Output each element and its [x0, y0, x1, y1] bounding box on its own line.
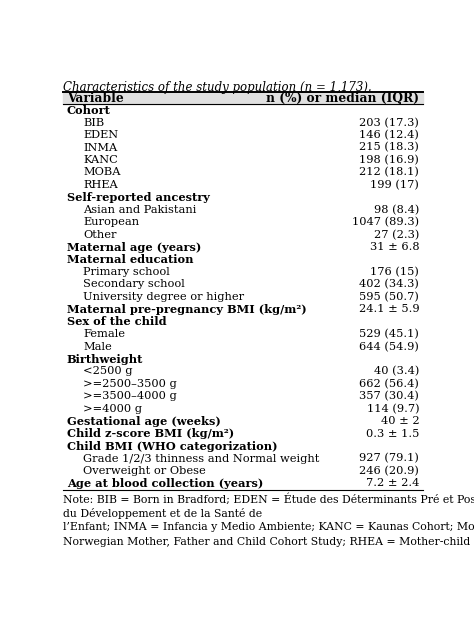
Text: Maternal education: Maternal education	[66, 254, 193, 265]
Text: l’Enfant; INMA = Infancia y Medio Ambiente; KANC = Kaunas Cohort; MoBa =: l’Enfant; INMA = Infancia y Medio Ambien…	[63, 523, 474, 533]
Text: MOBA: MOBA	[83, 168, 120, 177]
Text: 199 (17): 199 (17)	[370, 180, 419, 190]
Text: Norwegian Mother, Father and Child Cohort Study; RHEA = Mother-child: Norwegian Mother, Father and Child Cohor…	[63, 537, 470, 547]
Text: 31 ± 6.8: 31 ± 6.8	[370, 242, 419, 252]
Text: du Développement et de la Santé de: du Développement et de la Santé de	[63, 508, 262, 519]
Text: KANC: KANC	[83, 155, 118, 165]
Text: European: European	[83, 217, 139, 227]
Text: 1047 (89.3): 1047 (89.3)	[352, 217, 419, 227]
Text: Maternal pre-pregnancy BMI (kg/m²): Maternal pre-pregnancy BMI (kg/m²)	[66, 304, 306, 315]
Text: 114 (9.7): 114 (9.7)	[366, 404, 419, 414]
Text: INMA: INMA	[83, 143, 118, 153]
Text: Note: BIB = Born in Bradford; EDEN = Étude des Déterminants Pré et Postnatals: Note: BIB = Born in Bradford; EDEN = Étu…	[63, 493, 474, 505]
Text: Grade 1/2/3 thinness and Normal weight: Grade 1/2/3 thinness and Normal weight	[83, 454, 319, 464]
Text: 24.1 ± 5.9: 24.1 ± 5.9	[359, 304, 419, 314]
Text: Self-reported ancestry: Self-reported ancestry	[66, 192, 210, 203]
Text: >=4000 g: >=4000 g	[83, 404, 142, 414]
Text: 595 (50.7): 595 (50.7)	[359, 292, 419, 302]
Text: 98 (8.4): 98 (8.4)	[374, 205, 419, 215]
Text: Variable: Variable	[66, 91, 123, 105]
Text: n (%) or median (IQR): n (%) or median (IQR)	[266, 91, 419, 105]
Text: 662 (56.4): 662 (56.4)	[359, 379, 419, 389]
Text: Cohort: Cohort	[66, 105, 110, 116]
Text: >=2500–3500 g: >=2500–3500 g	[83, 379, 177, 389]
Text: Male: Male	[83, 342, 112, 352]
Text: 40 ± 2: 40 ± 2	[381, 416, 419, 426]
Text: 203 (17.3): 203 (17.3)	[359, 118, 419, 128]
Text: Maternal age (years): Maternal age (years)	[66, 242, 201, 253]
Text: 212 (18.1): 212 (18.1)	[359, 167, 419, 178]
Text: RHEA: RHEA	[83, 180, 118, 190]
Text: Overweight or Obese: Overweight or Obese	[83, 466, 206, 476]
Text: EDEN: EDEN	[83, 130, 118, 140]
Text: Secondary school: Secondary school	[83, 279, 185, 289]
Text: University degree or higher: University degree or higher	[83, 292, 244, 302]
Text: Sex of the child: Sex of the child	[66, 316, 166, 327]
Text: 198 (16.9): 198 (16.9)	[359, 155, 419, 165]
Text: 0.3 ± 1.5: 0.3 ± 1.5	[366, 429, 419, 439]
Text: 27 (2.3): 27 (2.3)	[374, 230, 419, 240]
Text: 402 (34.3): 402 (34.3)	[359, 279, 419, 290]
Text: Age at blood collection (years): Age at blood collection (years)	[66, 478, 263, 489]
Bar	[63, 92, 423, 104]
Text: 529 (45.1): 529 (45.1)	[359, 329, 419, 339]
Text: Asian and Pakistani: Asian and Pakistani	[83, 205, 197, 215]
Text: 246 (20.9): 246 (20.9)	[359, 466, 419, 476]
Text: BIB: BIB	[83, 118, 104, 128]
Text: Primary school: Primary school	[83, 267, 170, 277]
Text: Birthweight: Birthweight	[66, 354, 143, 364]
Text: Characteristics of the study population (n = 1,173).: Characteristics of the study population …	[63, 81, 372, 94]
Text: 644 (54.9): 644 (54.9)	[359, 341, 419, 352]
Text: 215 (18.3): 215 (18.3)	[359, 143, 419, 153]
Text: Gestational age (weeks): Gestational age (weeks)	[66, 416, 220, 427]
Text: <2500 g: <2500 g	[83, 366, 133, 376]
Text: 357 (30.4): 357 (30.4)	[359, 391, 419, 401]
Text: 927 (79.1): 927 (79.1)	[359, 453, 419, 464]
Text: Child BMI (WHO categorization): Child BMI (WHO categorization)	[66, 441, 277, 451]
Text: Child z-score BMI (kg/m²): Child z-score BMI (kg/m²)	[66, 428, 234, 439]
Text: >=3500–4000 g: >=3500–4000 g	[83, 391, 177, 401]
Text: 40 (3.4): 40 (3.4)	[374, 366, 419, 377]
Text: 176 (15): 176 (15)	[370, 267, 419, 277]
Text: 7.2 ± 2.4: 7.2 ± 2.4	[366, 478, 419, 488]
Text: 146 (12.4): 146 (12.4)	[359, 130, 419, 140]
Text: Other: Other	[83, 230, 117, 240]
Text: Female: Female	[83, 329, 125, 339]
